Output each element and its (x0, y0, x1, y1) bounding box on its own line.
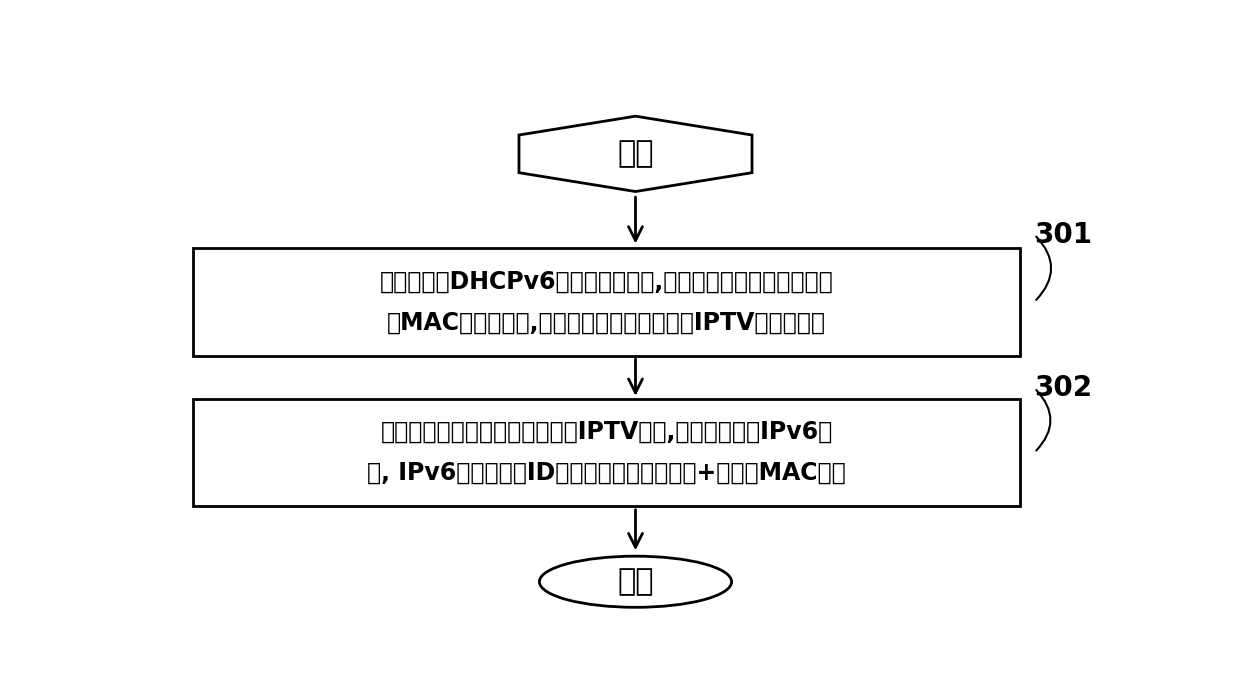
Ellipse shape (539, 556, 732, 607)
Bar (193, 398, 1019, 506)
Text: 机顶盒发出DHCPv6请求给家庭网关,在请求中包括用于标识机顶: 机顶盒发出DHCPv6请求给家庭网关,在请求中包括用于标识机顶 (379, 269, 833, 294)
Text: 家庭网关识别出所请求的业务为IPTV业务,给机顶盒分配IPv6地: 家庭网关识别出所请求的业务为IPTV业务,给机顶盒分配IPv6地 (381, 420, 833, 444)
Text: 准备: 准备 (618, 139, 653, 168)
Text: 结束: 结束 (618, 568, 653, 596)
Text: 301: 301 (1034, 221, 1092, 249)
Text: 盒MAC地址的字段,用于标识所请求的业务为IPTV业务的字段: 盒MAC地址的字段,用于标识所请求的业务为IPTV业务的字段 (387, 310, 826, 334)
Text: 302: 302 (1034, 374, 1092, 402)
Bar (193, 248, 1019, 356)
Text: 址, IPv6地址中接口ID格式为业务类型标识位+机顶盒MAC地址: 址, IPv6地址中接口ID格式为业务类型标识位+机顶盒MAC地址 (367, 461, 846, 485)
Polygon shape (520, 116, 751, 192)
